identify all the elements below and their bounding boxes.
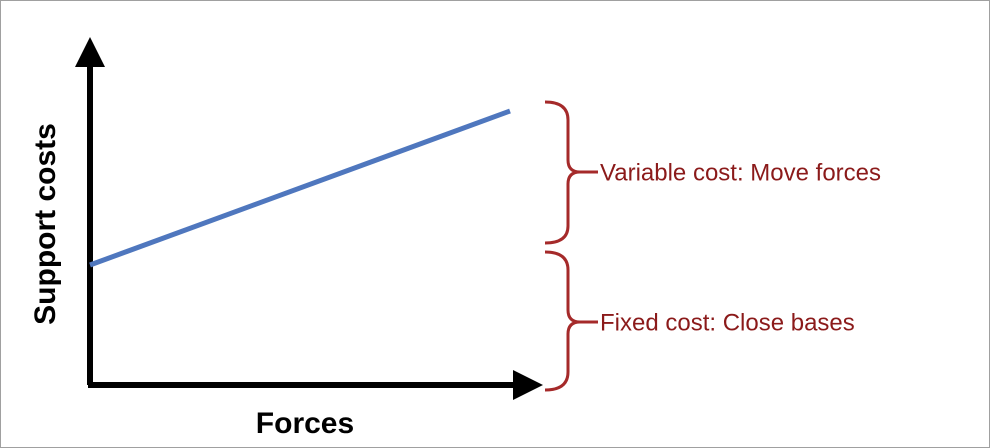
- cost-line: [89, 108, 511, 268]
- x-axis-label: Forces: [256, 407, 354, 440]
- variable-cost-label: Variable cost: Move forces: [600, 159, 881, 186]
- fixed-cost-label: Fixed cost: Close bases: [600, 309, 855, 336]
- variable-brace: [544, 100, 598, 245]
- fixed-brace: [544, 250, 598, 392]
- y-axis-label: Support costs: [29, 123, 62, 325]
